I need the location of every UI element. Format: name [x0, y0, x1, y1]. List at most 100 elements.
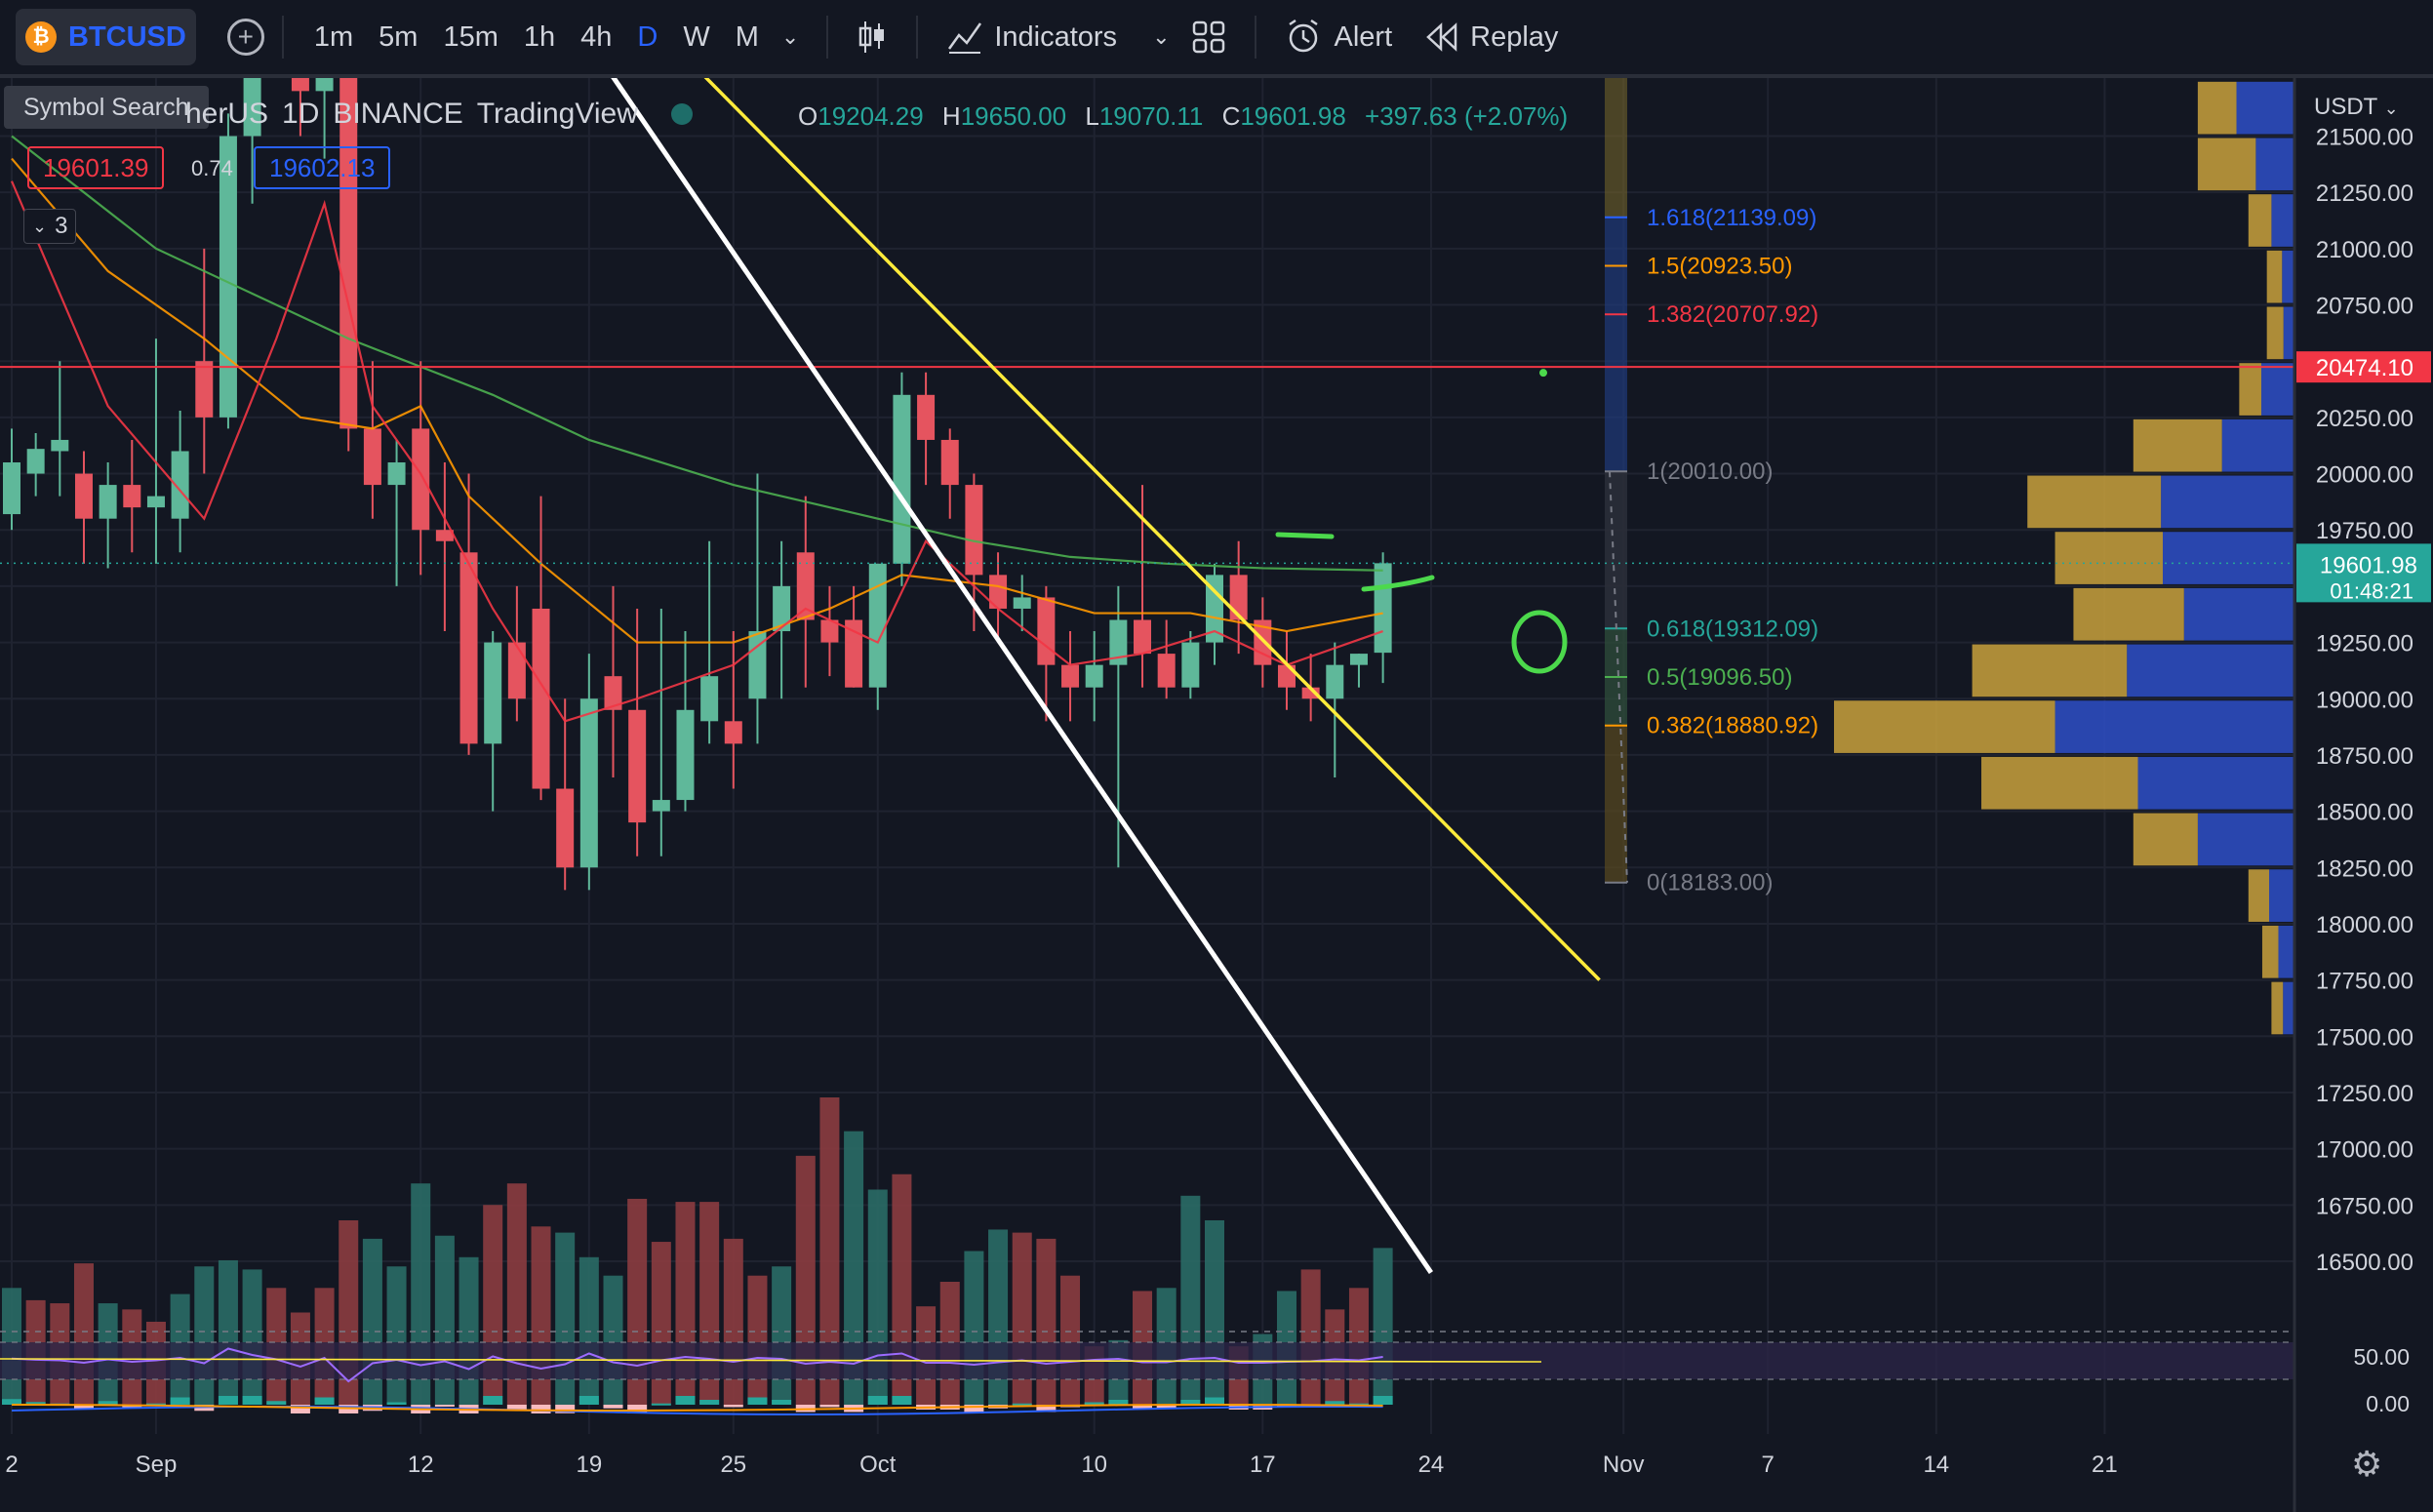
- compare-add-icon[interactable]: +: [227, 19, 264, 56]
- fib-level-label: 0.5(19096.50): [1647, 664, 1792, 691]
- interval-15m[interactable]: 15m: [430, 21, 510, 54]
- alarm-clock-icon: [1286, 19, 1323, 56]
- legend-symbol[interactable]: herUS: [185, 98, 268, 131]
- volume-profile-up-bar: [2198, 139, 2255, 191]
- symbol-button[interactable]: ₿ BTCUSD: [16, 9, 196, 65]
- green-marker-stroke[interactable]: [1278, 535, 1332, 537]
- volume-profile-up-bar: [1981, 757, 2137, 810]
- volume-profile-down-bar: [2282, 251, 2294, 303]
- green-marker-stroke[interactable]: [1364, 577, 1432, 589]
- top-toolbar: ₿ BTCUSD + 1m 5m 15m 1h 4h D W M ⌄ Indicators ⌄: [0, 0, 2433, 78]
- macd-histogram-bar: [868, 1396, 888, 1405]
- candle-body: [1014, 597, 1031, 609]
- interval-1m[interactable]: 1m: [301, 21, 366, 54]
- low-value: 19070.11: [1099, 101, 1204, 131]
- currency-selector[interactable]: USDT ⌄: [2314, 94, 2399, 121]
- toolbar-divider: [916, 16, 918, 59]
- candle-body: [628, 710, 646, 822]
- volume-bar: [194, 1266, 214, 1405]
- time-label: Oct: [859, 1452, 896, 1479]
- volume-bar: [243, 1269, 262, 1405]
- price-tick-label: 19000.00: [2316, 687, 2413, 713]
- indicators-label: Indicators: [994, 21, 1117, 54]
- interval-chevron-down-icon[interactable]: ⌄: [772, 24, 809, 50]
- volume-bar: [747, 1276, 767, 1405]
- macd-histogram-bar: [892, 1396, 911, 1405]
- volume-profile-down-bar: [2278, 926, 2294, 978]
- price-tick-label: 20250.00: [2316, 406, 2413, 432]
- price-tick-label: 18500.00: [2316, 800, 2413, 826]
- interval-5m[interactable]: 5m: [366, 21, 430, 54]
- macd-histogram-bar: [315, 1398, 335, 1406]
- legend-interval: 1D: [282, 98, 319, 131]
- interval-w[interactable]: W: [670, 21, 722, 54]
- macd-histogram-bar: [532, 1405, 551, 1413]
- legend-exchange: BINANCE: [333, 98, 462, 131]
- candle-body: [51, 440, 68, 452]
- ohlc-values: O19204.29 H19650.00 L19070.11 C19601.98 …: [798, 101, 1579, 132]
- candle-body: [1326, 665, 1343, 699]
- indicators-chevron-down-icon[interactable]: ⌄: [1142, 24, 1179, 50]
- time-axis[interactable]: 2 Sep 12 19 25 Oct 10 17 24 Nov 7 14 21: [0, 1434, 2294, 1496]
- currency-chevron-down-icon: ⌄: [2384, 99, 2399, 118]
- time-label: 10: [1081, 1452, 1107, 1479]
- market-status-icon: [671, 103, 693, 125]
- volume-profile-up-bar: [2055, 532, 2163, 584]
- volume-profile-down-bar: [2055, 700, 2294, 753]
- price-tick-label: 18250.00: [2316, 855, 2413, 882]
- green-marker-dot[interactable]: [1539, 369, 1547, 377]
- price-axis[interactable]: 21500.0021250.0021000.0020750.0020500.00…: [2294, 78, 2433, 1512]
- currency-label: USDT: [2314, 94, 2377, 120]
- price-tick-label: 17250.00: [2316, 1081, 2413, 1107]
- volume-bar: [1060, 1276, 1080, 1405]
- price-tick-label: 21000.00: [2316, 237, 2413, 263]
- candle-body: [100, 485, 117, 519]
- candle-body: [1375, 563, 1392, 653]
- candle-body: [725, 721, 742, 743]
- volume-profile-down-bar: [2161, 476, 2294, 529]
- interval-4h[interactable]: 4h: [568, 21, 624, 54]
- macd-histogram-bar: [772, 1400, 791, 1405]
- indicator-collapse-button[interactable]: ⌄ 3: [23, 209, 76, 244]
- price-chart[interactable]: 2(21837.00)1.618(21139.09)1.5(20923.50)1…: [0, 78, 2433, 1512]
- indicators-button[interactable]: Indicators: [936, 20, 1129, 55]
- candle-body: [3, 462, 20, 514]
- buy-button[interactable]: 19602.13: [254, 146, 390, 189]
- sell-button[interactable]: 19601.39: [27, 146, 164, 189]
- candle-body: [147, 497, 165, 508]
- volume-profile-up-bar: [2267, 307, 2284, 360]
- price-tick-label: 21250.00: [2316, 180, 2413, 207]
- candle-body: [917, 395, 935, 440]
- spread-value: 0.74: [191, 156, 233, 181]
- chart-settings-gear-icon[interactable]: ⚙: [2351, 1444, 2382, 1485]
- legend-source: TradingView: [477, 98, 638, 131]
- volume-bar: [74, 1263, 94, 1405]
- bar-countdown-label: 01:48:21: [2330, 578, 2413, 603]
- macd-histogram-bar: [1108, 1400, 1128, 1405]
- grid-layout-icon: [1192, 20, 1225, 54]
- candle-body: [292, 78, 309, 91]
- fib-level-label: 0.618(19312.09): [1647, 616, 1818, 642]
- alert-button[interactable]: Alert: [1274, 19, 1405, 56]
- interval-group: 1m 5m 15m 1h 4h D W M: [301, 0, 772, 76]
- candle-body: [460, 552, 478, 743]
- replay-button[interactable]: Replay: [1414, 21, 1570, 54]
- macd-histogram-bar: [724, 1405, 743, 1408]
- interval-m[interactable]: M: [723, 21, 772, 54]
- volume-profile-down-bar: [2261, 363, 2294, 416]
- chart-type-button[interactable]: [846, 20, 898, 55]
- replay-icon: [1425, 22, 1458, 52]
- price-tick-label: 20000.00: [2316, 462, 2413, 489]
- macd-histogram-bar: [483, 1396, 502, 1405]
- price-tick-label: 16750.00: [2316, 1193, 2413, 1219]
- time-label: 17: [1250, 1452, 1276, 1479]
- volume-profile-up-bar: [2073, 588, 2183, 641]
- layout-button[interactable]: [1180, 20, 1237, 54]
- interval-1h[interactable]: 1h: [511, 21, 568, 54]
- macd-histogram-bar: [747, 1398, 767, 1406]
- macd-histogram-bar: [219, 1396, 238, 1405]
- fib-level-label: 1.618(21139.09): [1647, 205, 1816, 231]
- volume-bar: [1301, 1269, 1321, 1405]
- candle-body: [316, 78, 334, 91]
- interval-d[interactable]: D: [624, 21, 670, 54]
